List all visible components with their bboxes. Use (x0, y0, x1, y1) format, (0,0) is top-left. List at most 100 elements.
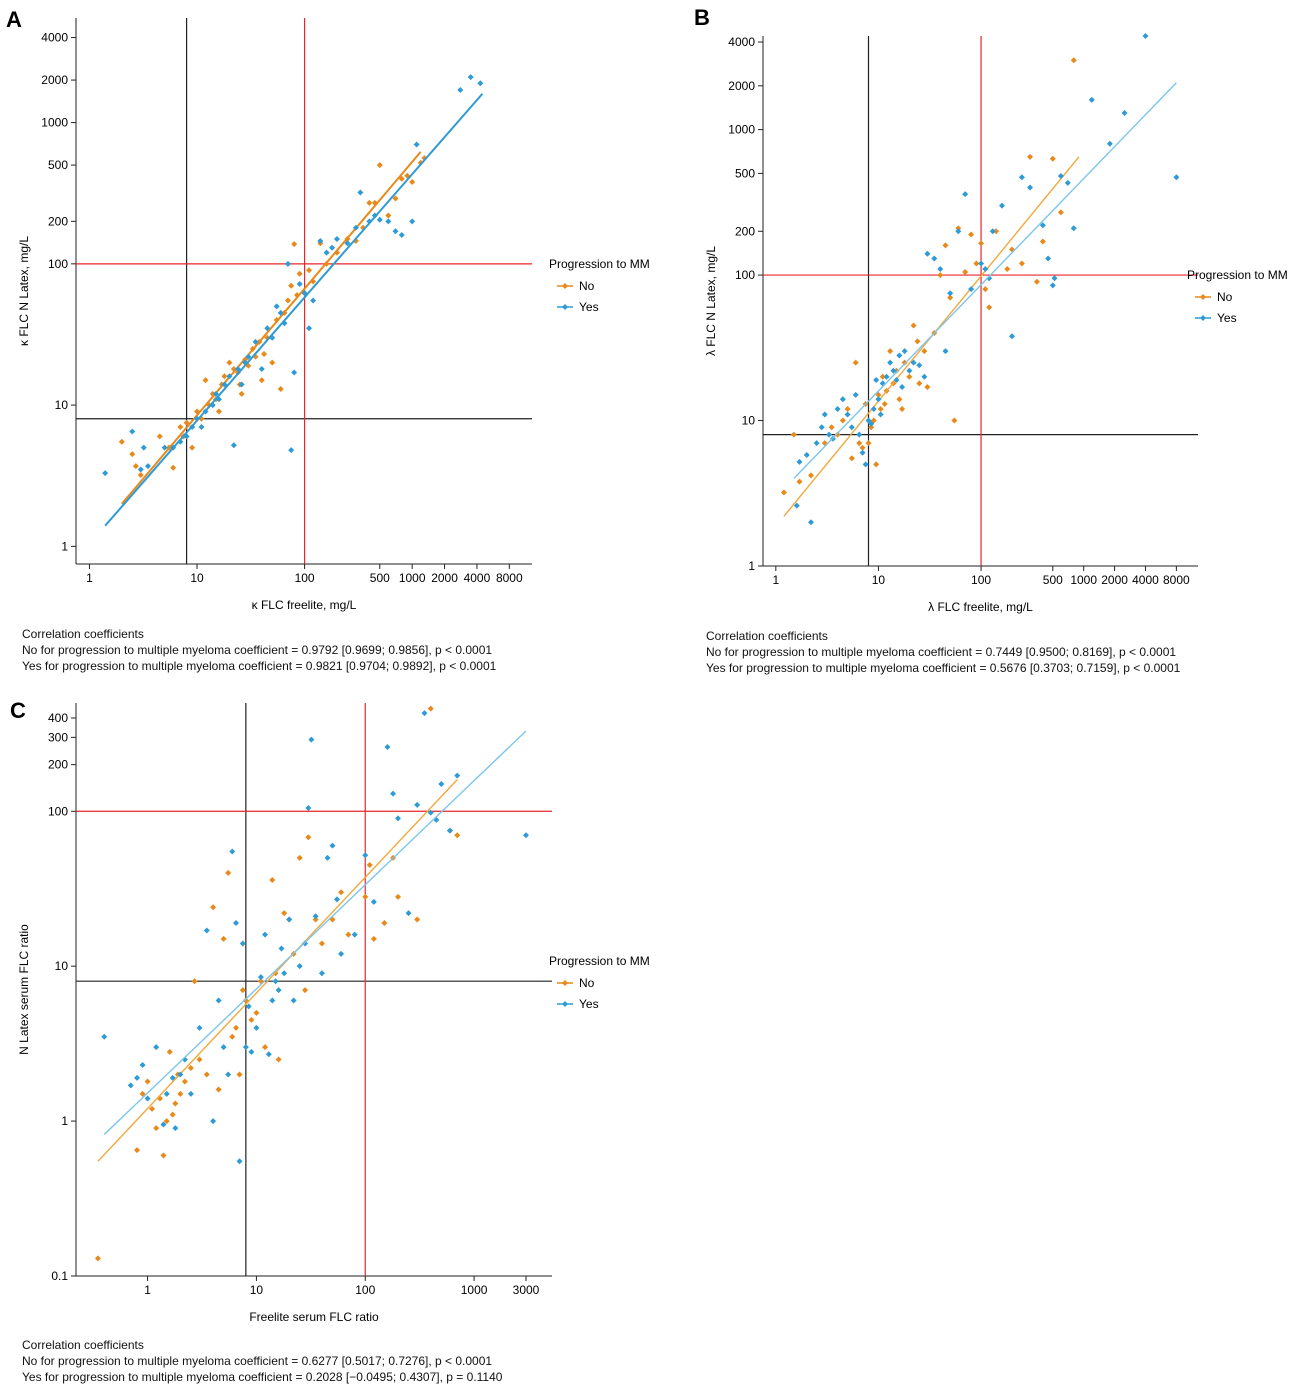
panel-a-legend-title: Progression to MM (549, 257, 650, 271)
panel-b-notes-title: Correlation coefficients (706, 629, 828, 643)
panel-b-point-yes (942, 348, 949, 355)
panel-b-point-no (780, 489, 787, 496)
panel-c-point-no (229, 1033, 236, 1040)
panel-a-point-yes (317, 238, 324, 245)
panel-b-point-yes (890, 367, 897, 374)
panel-b-point-no (1004, 266, 1011, 273)
panel-b-point-yes (1064, 179, 1071, 186)
panel-c-point-no (196, 1056, 203, 1063)
panel-b-point-yes (887, 359, 894, 366)
panel-c-point-no (172, 1100, 179, 1107)
panel-b-point-no (852, 359, 859, 366)
panel-b-point-no (881, 400, 888, 407)
panel-c-point-no (225, 869, 232, 876)
panel-b-point-no (887, 348, 894, 355)
panel-c-point-yes (427, 809, 434, 816)
panel-c-point-yes (414, 801, 421, 808)
panel-c-point-no (370, 935, 377, 942)
panel-c-point-yes (248, 1048, 255, 1055)
panel-b-point-no (893, 367, 900, 374)
panel-c-point-no (366, 861, 373, 868)
panel-a-x-tick-label: 500 (370, 571, 390, 585)
panel-c-point-yes (101, 1033, 108, 1040)
panel-b-point-no (921, 348, 928, 355)
panel-c-point-yes (169, 1074, 176, 1081)
panel-c-point-no (153, 1125, 160, 1132)
panel-a-point-no (291, 241, 298, 248)
panel-c-point-no (454, 832, 461, 839)
panel-a-x-label: κ FLC freelite, mg/L (252, 598, 357, 612)
panel-c-point-no (262, 1044, 269, 1051)
panel-a-notes-no: No for progression to multiple myeloma c… (22, 643, 493, 657)
panel-a-point-yes (226, 373, 233, 380)
panel-a-y-tick-label: 10 (55, 398, 69, 412)
panel-b-point-yes (807, 519, 814, 526)
panel-b-point-yes (893, 376, 900, 383)
panel-a-point-yes (198, 423, 205, 430)
panel-b-point-yes (999, 202, 1006, 209)
panel-a-point-no (170, 464, 177, 471)
panel-a-point-yes (291, 369, 298, 376)
panel-a-point-no (132, 463, 139, 470)
panel-b-y-tick-label: 1 (748, 559, 755, 573)
panel-a-point-yes (376, 216, 383, 223)
panel-c-point-no (302, 987, 309, 994)
panel-b-point-no (982, 286, 989, 293)
panel-c-point-yes (308, 736, 315, 743)
panel-c-point-yes (210, 1118, 217, 1125)
panel-a-point-no (238, 390, 245, 397)
panel-b-y-tick-label: 2000 (728, 79, 755, 93)
panel-b-point-no (856, 440, 863, 447)
panel-c-series-yes (101, 710, 530, 1165)
panel-a-point-no (277, 385, 284, 392)
panel-c-series-no (94, 705, 461, 1262)
panel-c-point-no (248, 1016, 255, 1023)
panel-b-legend-title: Progression to MM (1187, 268, 1288, 282)
panel-a-y-tick-label: 4000 (41, 31, 68, 45)
panel-b-point-yes (1045, 255, 1052, 262)
panel-a-x-tick-label: 2000 (431, 571, 458, 585)
panel-a-point-yes (296, 280, 303, 287)
panel-c-point-yes (233, 920, 240, 927)
panel-c-point-yes (187, 1090, 194, 1097)
panel-c-point-no (395, 893, 402, 900)
panel-b-point-no (844, 406, 851, 413)
panel-c-point-yes (144, 1095, 151, 1102)
panel-b-point-no (796, 478, 803, 485)
panel-a-point-yes (385, 218, 392, 225)
panel-b-point-no (1027, 153, 1034, 160)
panel-b-point-no (901, 359, 908, 366)
panel-b-y-tick-label: 4000 (728, 35, 755, 49)
panel-b-legend-marker-no (1200, 294, 1206, 300)
panel-a-notes: Correlation coefficients No for progress… (22, 626, 496, 674)
panel-b-point-yes (947, 290, 954, 297)
panel-b-point-no (896, 396, 903, 403)
panel-c-point-no (203, 1071, 210, 1078)
panel-a-point-no (189, 444, 196, 451)
panel-b-point-yes (793, 502, 800, 509)
panel-a-point-no (306, 267, 313, 274)
panel-a-x-tick-label: 100 (295, 571, 315, 585)
panel-a-point-yes (413, 141, 420, 148)
panel-b-point-yes (803, 451, 810, 458)
panel-b-point-no (951, 417, 958, 424)
panel-c-point-no (305, 834, 312, 841)
panel-c-point-yes (272, 978, 279, 985)
panel-c-legend-label-no: No (579, 976, 595, 990)
panel-b-point-yes (1088, 96, 1095, 103)
panel-a-point-no (366, 199, 373, 206)
panel-b-point-no (848, 455, 855, 462)
panel-a-point-yes (306, 325, 313, 332)
panel-b-x-tick-label: 100 (971, 573, 991, 587)
panel-b-notes-no: No for progression to multiple myeloma c… (706, 645, 1177, 659)
panel-c-point-no (215, 1086, 222, 1093)
panel-a-point-yes (238, 381, 245, 388)
panel-b-point-no (986, 304, 993, 311)
panel-b-point-no (947, 294, 954, 301)
panel-a: A 1 10 100 500 1000 2000 4000 8000 1 10 100 200 500 10… (6, 7, 650, 612)
panel-b-fit-line-yes (793, 82, 1177, 479)
panel-b-point-yes (986, 275, 993, 282)
panel-b-point-yes (1027, 184, 1034, 191)
panel-b-point-no (1018, 260, 1025, 267)
panel-c-point-yes (523, 832, 530, 839)
